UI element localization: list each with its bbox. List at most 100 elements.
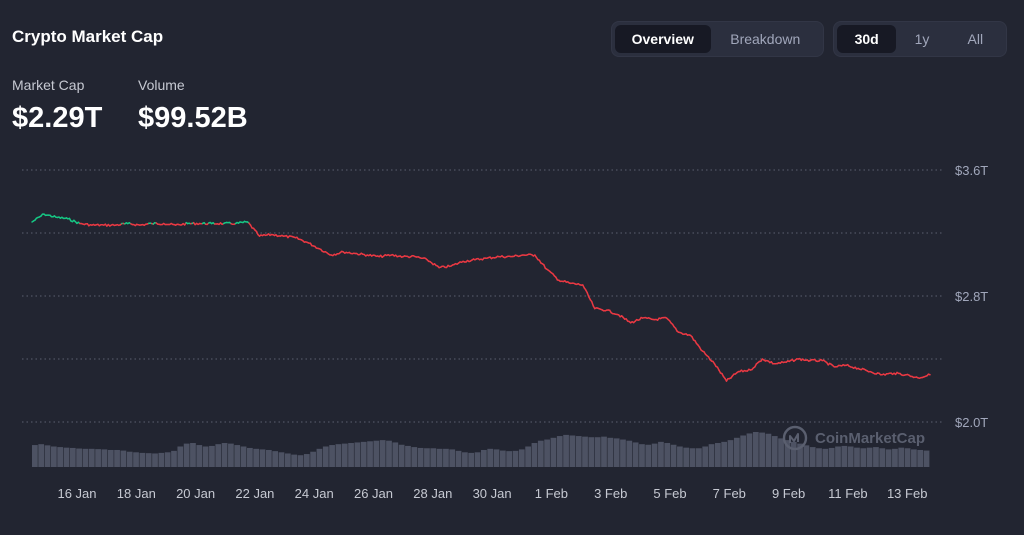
volume-bar [392,442,399,467]
volume-bar [291,454,298,467]
volume-bar [904,448,911,467]
volume-bar [196,445,203,467]
volume-bar [607,437,614,467]
volume-bar [892,448,898,467]
volume-bar [708,444,715,467]
volume-bar [588,437,595,467]
volume-bar [550,437,557,467]
volume-bar [57,447,64,467]
volume-bar [885,449,892,467]
range-all-button[interactable]: All [967,31,984,47]
volume-bar [828,447,835,467]
volume-bar [639,444,645,467]
volume-bar [145,453,152,467]
volume-bar [240,446,247,467]
watermark: CoinMarketCap [782,425,925,451]
volume-bar [481,449,487,467]
volume-bar [645,444,652,467]
volume-bar [95,449,101,467]
volume-bar [69,447,76,467]
volume-bar [860,448,867,467]
range-toggle: 30d 1y All [833,21,1007,57]
volume-bar [866,447,873,467]
volume-bar [468,452,475,467]
volume-bar [714,443,721,467]
volume-bar [253,448,260,467]
volume-bar [563,434,569,467]
x-tick-label: 20 Jan [176,486,215,501]
volume-bar [702,446,709,467]
volume-bar [626,440,633,467]
volume-bar [613,438,620,467]
volume-bar [297,455,304,467]
volume-bar [620,439,626,467]
volume-bar [537,440,544,467]
x-tick-label: 5 Feb [653,486,686,501]
volume-bar [689,448,696,467]
volume-bar [38,444,45,467]
volume-bar [474,452,481,467]
watermark-text: CoinMarketCap [815,430,925,447]
range-1y-button[interactable]: 1y [914,31,930,47]
volume-bar [82,448,89,467]
volume-bar [228,443,234,467]
volume-bar [582,436,588,467]
volume-bar [272,451,279,467]
volume-bar [740,435,747,467]
x-tick-label: 11 Feb [828,486,868,501]
volume-bar [120,450,127,467]
volume-bar [158,452,165,467]
volume-bar [771,436,778,467]
volume-bar [424,448,430,467]
volume-bar [171,450,177,467]
volume-bar [284,453,291,467]
x-tick-label: 28 Jan [413,486,452,501]
volume-bar [809,447,816,467]
volume-bar [449,449,456,467]
volume-bar [430,448,437,467]
volume-bar [569,435,576,467]
volume-bar [803,445,810,467]
x-tick-label: 3 Feb [594,486,627,501]
range-30d-button[interactable]: 30d [837,25,897,53]
overview-tab[interactable]: Overview [615,25,711,53]
page-title: Crypto Market Cap [12,27,164,46]
volume-bar [247,447,253,467]
volume-bar [506,451,513,467]
y-axis: $3.6T $2.8T $2.0T [955,163,988,430]
volume-bar [443,448,449,467]
volume-bar [917,449,924,467]
volume-bar [341,443,348,467]
volume-bar [322,446,329,467]
grid-layer [22,169,942,423]
volume-bar [727,440,734,467]
volume-bar [436,448,443,467]
volume-bar [923,450,930,467]
volume-bar [50,446,57,467]
volume-bar [784,440,791,467]
volume-bar [398,444,405,467]
volume-bar [114,449,120,467]
volume-bar [259,449,266,467]
view-toggle: Overview Breakdown [611,21,824,57]
line-segment [591,300,594,307]
x-axis: 16 Jan 18 Jan 20 Jan 22 Jan 24 Jan 26 Jan 28 J… [57,486,927,501]
x-tick-label: 30 Jan [473,486,512,501]
volume-bar [183,443,190,467]
x-tick-label: 26 Jan [354,486,393,501]
volume-bar [873,447,879,467]
volume-bar [911,449,917,467]
x-tick-label: 22 Jan [235,486,274,501]
volume-bar [76,448,82,467]
volume-bar [215,444,222,467]
volume-bar [759,432,765,467]
volume-bar [797,443,803,467]
volume-bar [544,439,550,467]
volume-bar [63,447,70,467]
volume-bar [658,441,664,467]
volume-bar [316,448,323,467]
volume-bar [752,432,759,467]
y-tick-label: $3.6T [955,163,988,178]
volume-bar [499,450,506,467]
breakdown-tab[interactable]: Breakdown [730,31,801,47]
